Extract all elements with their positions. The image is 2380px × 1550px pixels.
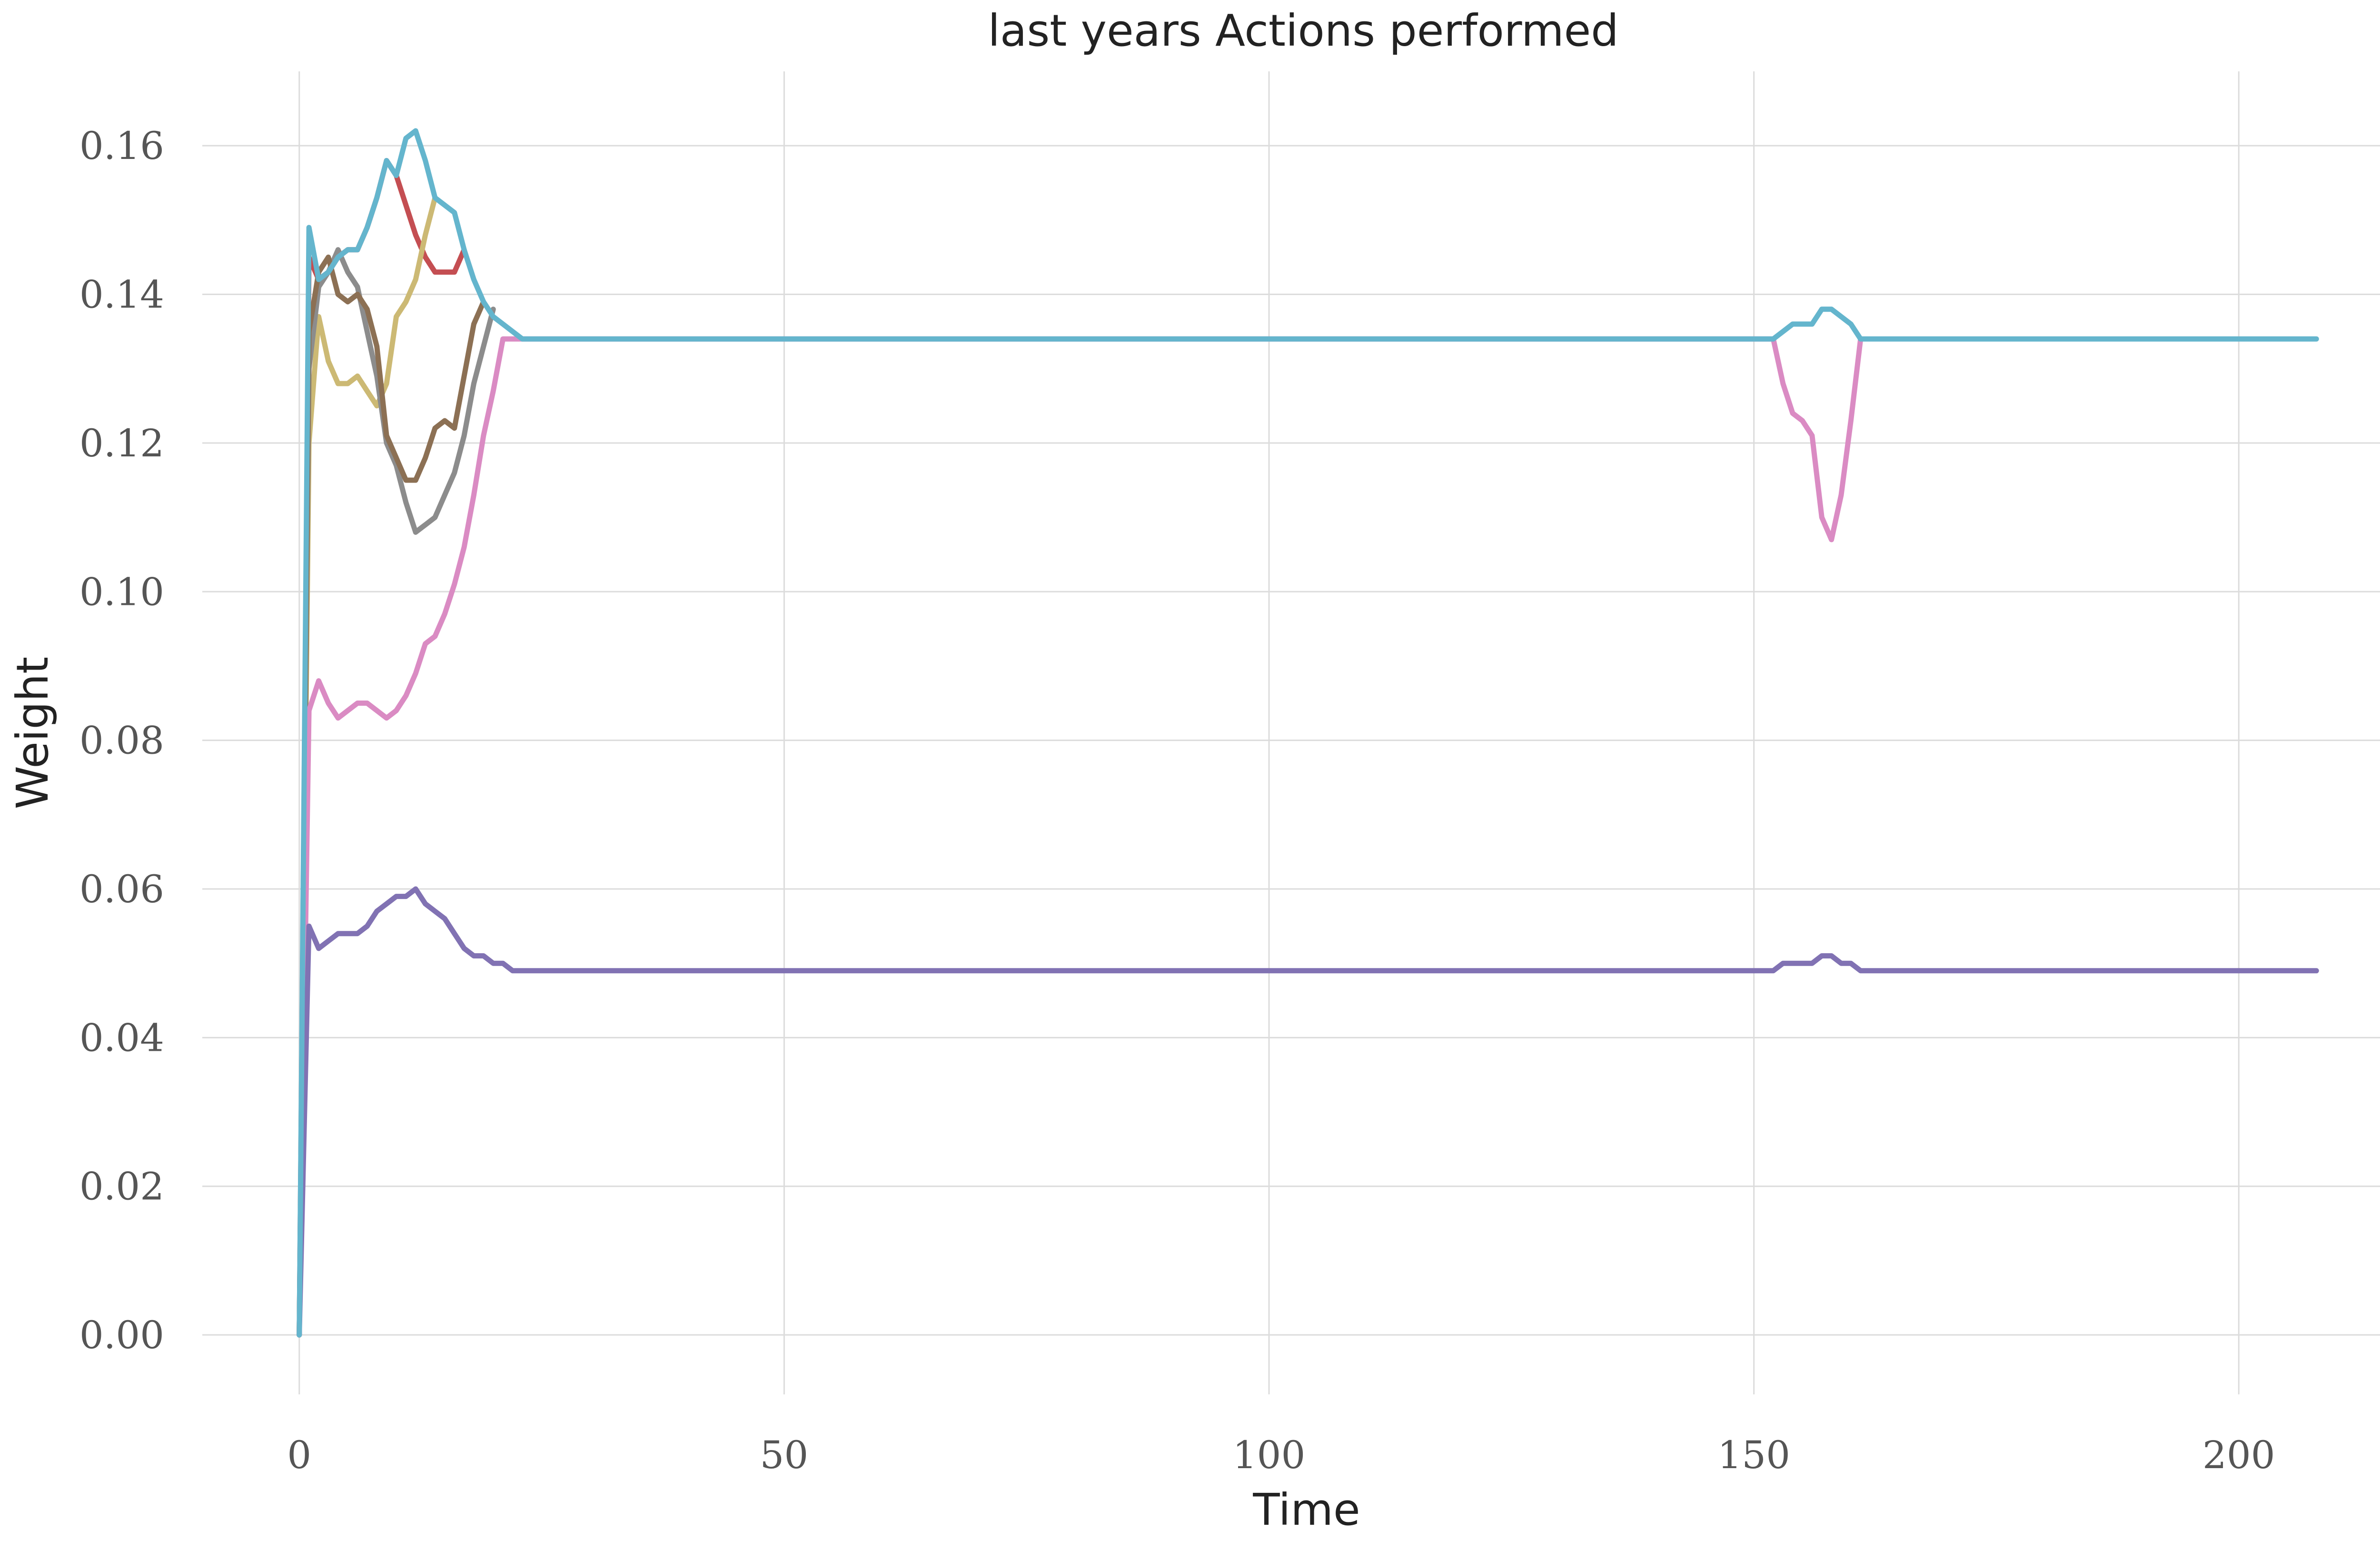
x-gridlines: [298, 71, 2240, 1394]
chart-title: last years Actions performed: [988, 5, 1618, 56]
y-tick-label: 0.04: [79, 1016, 164, 1060]
x-tick-label: 100: [1233, 1433, 1306, 1477]
series-line-7: [297, 128, 2319, 1338]
series-line-3: [297, 247, 496, 1338]
x-tick-label: 50: [760, 1433, 808, 1477]
y-tick-label: 0.14: [79, 273, 164, 317]
y-gridlines: [202, 145, 2380, 1336]
series-line-5: [297, 336, 1864, 1338]
y-tick-label: 0.16: [79, 124, 164, 168]
y-tick-label: 0.10: [79, 570, 164, 614]
series-layer: [297, 128, 2319, 1338]
x-tick-label: 200: [2202, 1433, 2275, 1477]
x-tick-labels: 0 50 100 150 200: [287, 1433, 2275, 1477]
y-tick-label: 0.08: [79, 719, 164, 763]
x-tick-label: 0: [287, 1433, 311, 1477]
y-tick-label: 0.12: [79, 421, 164, 465]
x-axis-title: Time: [1252, 1484, 1360, 1535]
y-tick-label: 0.06: [79, 867, 164, 911]
y-tick-labels: 0.00 0.02 0.04 0.06 0.08 0.10 0.12 0.14 0.16: [79, 124, 164, 1357]
x-tick-label: 150: [1717, 1433, 1790, 1477]
series-line-4: [297, 254, 486, 1338]
y-tick-label: 0.00: [79, 1313, 164, 1357]
series-line-2: [297, 195, 438, 1338]
y-axis-title: Weight: [7, 657, 58, 810]
y-tick-label: 0.02: [79, 1165, 164, 1209]
series-line-6: [297, 886, 2319, 1338]
